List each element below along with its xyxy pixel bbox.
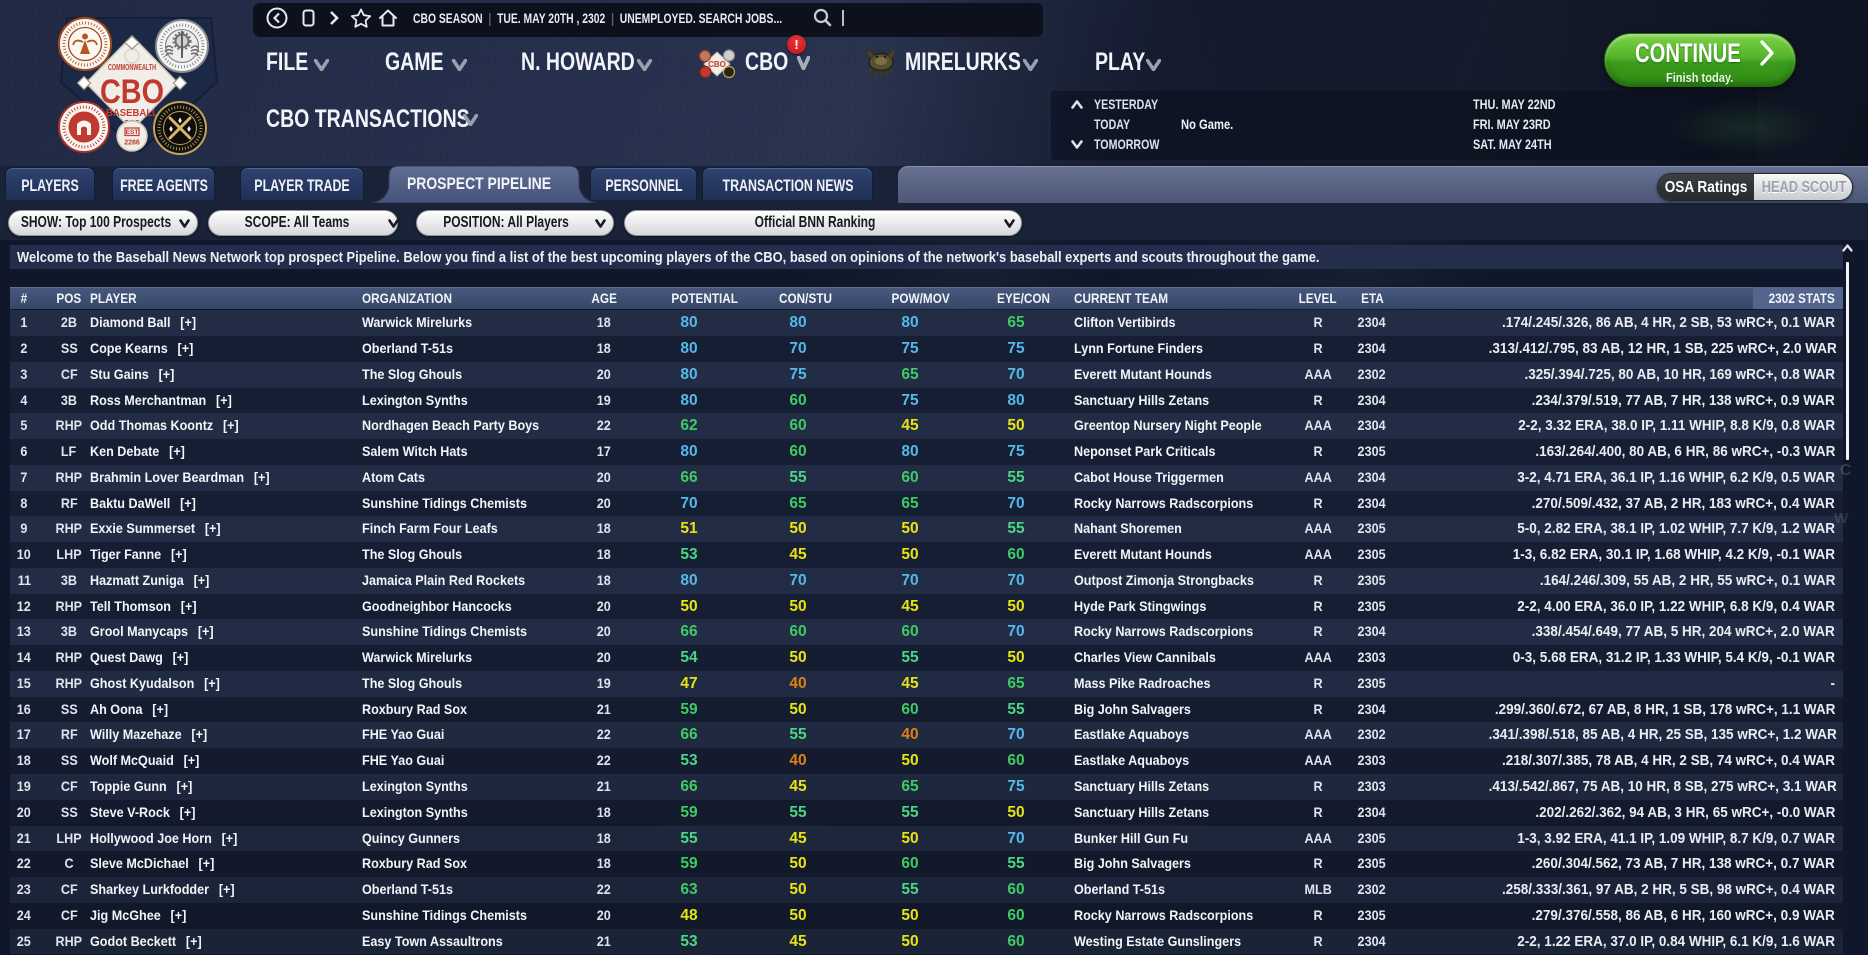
- svg-text:BASEBALL: BASEBALL: [106, 108, 158, 119]
- svg-text:CBO: CBO: [100, 73, 164, 111]
- svg-text:EST: EST: [126, 129, 139, 136]
- svg-text:CBO: CBO: [708, 60, 726, 69]
- svg-text:2286: 2286: [124, 140, 140, 147]
- svg-text:COMMONWEALTH: COMMONWEALTH: [108, 63, 156, 72]
